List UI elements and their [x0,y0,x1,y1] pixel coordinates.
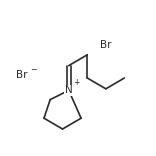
Text: Br: Br [16,70,28,80]
Text: N: N [65,85,73,95]
Text: −: − [30,65,37,74]
Text: Br: Br [100,40,112,50]
Text: +: + [73,78,79,88]
